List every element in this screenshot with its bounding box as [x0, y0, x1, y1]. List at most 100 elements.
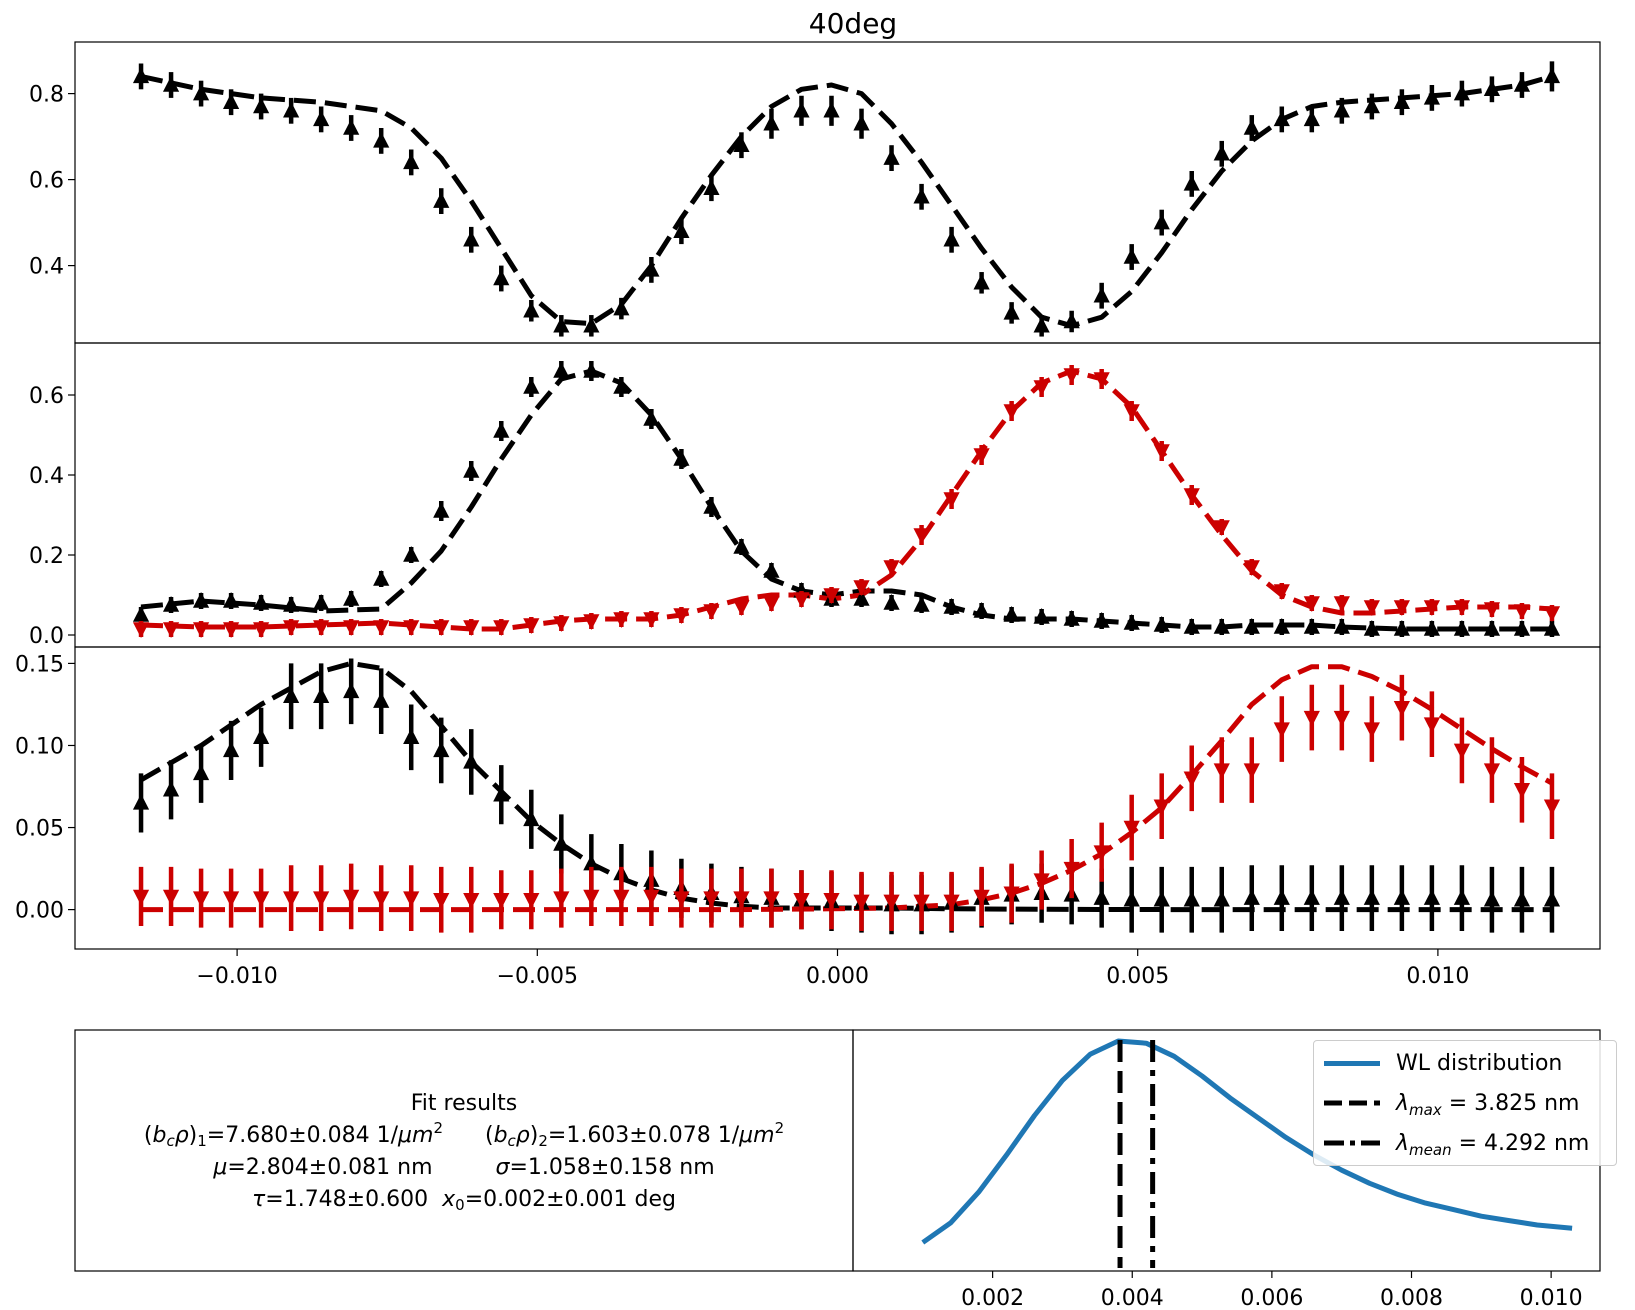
marker-triangle-down	[673, 891, 690, 908]
marker-triangle-down	[853, 580, 870, 596]
x-tick-label: 0.010	[1406, 964, 1469, 989]
marker-triangle-up	[313, 687, 330, 703]
marker-triangle-up	[192, 764, 210, 781]
marker-triangle-up	[1183, 174, 1200, 191]
marker-triangle-up	[553, 316, 570, 333]
marker-triangle-up	[253, 594, 270, 610]
marker-triangle-down	[883, 560, 900, 576]
marker-triangle-down	[1483, 602, 1501, 618]
marker-triangle-down	[853, 894, 870, 911]
marker-triangle-down	[643, 612, 660, 628]
marker-triangle-up	[132, 67, 150, 84]
marker-triangle-up	[463, 752, 480, 769]
bcrho2-value: =1.603±0.078 1/	[547, 1122, 740, 1148]
marker-triangle-up	[253, 728, 270, 745]
marker-triangle-up	[1543, 620, 1561, 636]
marker-triangle-down	[1033, 873, 1050, 890]
marker-triangle-up	[1543, 890, 1561, 907]
wl-distribution-plot: 0.002 0.004 0.006 0.008 0.010	[921, 1038, 1583, 1310]
bcrho2-unit: μm	[739, 1122, 775, 1148]
marker-triangle-up	[1483, 80, 1501, 97]
fit-results-tau-x0-line: τ=1.748±0.600 x0=0.002±0.001 deg	[252, 1186, 676, 1214]
marker-triangle-down	[1213, 520, 1230, 536]
fit-results-bcrho-line: (bcρ)1=7.680±0.084 1/μm2 (bcρ)2=1.603±0.…	[143, 1118, 785, 1150]
panel-plot-area	[132, 361, 1561, 638]
marker-triangle-up	[493, 422, 510, 438]
marker-triangle-up	[1513, 620, 1531, 636]
legend-label-lambda-max: λmax = 3.825 nm	[1396, 1090, 1580, 1119]
marker-triangle-down	[1333, 710, 1350, 727]
marker-triangle-up	[643, 410, 660, 426]
marker-triangle-up	[583, 362, 600, 378]
marker-triangle-up	[853, 590, 870, 606]
fit-line-2	[140, 368, 1553, 632]
marker-triangle-up	[823, 101, 840, 118]
marker-triangle-up	[883, 149, 900, 165]
x-tick-label: 0.005	[1106, 964, 1169, 989]
marker-triangle-up	[403, 153, 420, 170]
marker-triangle-down	[523, 618, 540, 634]
marker-triangle-down	[313, 620, 330, 636]
marker-triangle-down	[733, 600, 750, 616]
marker-triangle-down	[223, 622, 240, 638]
fit-results-text: Fit results (bcρ)1=7.680±0.084 1/μm2 (bc…	[75, 1032, 853, 1271]
marker-triangle-up	[373, 692, 390, 708]
fit-line-1	[140, 368, 1552, 632]
marker-triangle-up	[433, 192, 450, 208]
marker-triangle-up	[433, 741, 450, 758]
y-tick-label: 0.6	[29, 169, 64, 194]
marker-triangle-down	[583, 889, 600, 906]
marker-triangle-up	[853, 114, 870, 131]
marker-triangle-down	[703, 604, 720, 620]
marker-triangle-down	[1423, 717, 1440, 734]
marker-triangle-down	[343, 889, 360, 906]
marker-triangle-up	[162, 76, 180, 92]
marker-triangle-down	[1363, 600, 1380, 616]
marker-triangle-up	[1063, 312, 1080, 329]
marker-triangle-up	[1363, 889, 1380, 905]
y-tick-label: 0.6	[29, 384, 64, 409]
marker-triangle-up	[1483, 620, 1501, 636]
panel-plot-area	[132, 61, 1561, 337]
marker-triangle-down	[493, 893, 510, 909]
marker-triangle-up	[132, 606, 150, 622]
y-tick-label: 0.4	[29, 464, 64, 489]
marker-triangle-up	[1153, 890, 1170, 907]
marker-triangle-up	[523, 301, 540, 318]
marker-triangle-down	[1003, 404, 1020, 420]
marker-triangle-up	[1303, 889, 1320, 905]
marker-triangle-down	[793, 893, 810, 909]
marker-triangle-down	[253, 891, 270, 908]
marker-triangle-up	[1213, 618, 1230, 634]
marker-triangle-up	[1423, 88, 1440, 105]
marker-triangle-up	[1123, 890, 1140, 907]
marker-triangle-down	[1153, 799, 1170, 816]
marker-triangle-down	[1453, 743, 1471, 760]
marker-triangle-down	[1543, 606, 1561, 622]
marker-triangle-up	[493, 785, 510, 802]
fit-line-1	[140, 73, 1553, 329]
marker-triangle-down	[823, 588, 840, 604]
marker-triangle-up	[283, 101, 300, 118]
marker-triangle-down	[373, 891, 390, 908]
marker-triangle-up	[283, 596, 300, 612]
marker-triangle-up	[553, 362, 570, 378]
marker-triangle-down	[343, 620, 360, 636]
marker-triangle-up	[373, 131, 390, 148]
marker-triangle-down	[1333, 596, 1350, 612]
marker-triangle-up	[1513, 890, 1531, 907]
marker-triangle-up	[313, 110, 330, 127]
marker-triangle-down	[733, 891, 750, 908]
marker-triangle-down	[1243, 763, 1260, 780]
marker-triangle-down	[763, 891, 780, 908]
marker-triangle-up	[223, 93, 240, 109]
marker-triangle-down	[613, 612, 630, 628]
marker-triangle-up	[223, 741, 240, 758]
marker-triangle-up	[763, 562, 780, 578]
marker-triangle-up	[1033, 608, 1050, 624]
marker-triangle-down	[1303, 710, 1320, 727]
marker-triangle-up	[1003, 303, 1020, 320]
legend-label-wl-distribution: WL distribution	[1396, 1050, 1563, 1076]
marker-triangle-down	[1513, 604, 1531, 620]
marker-triangle-up	[583, 316, 600, 333]
